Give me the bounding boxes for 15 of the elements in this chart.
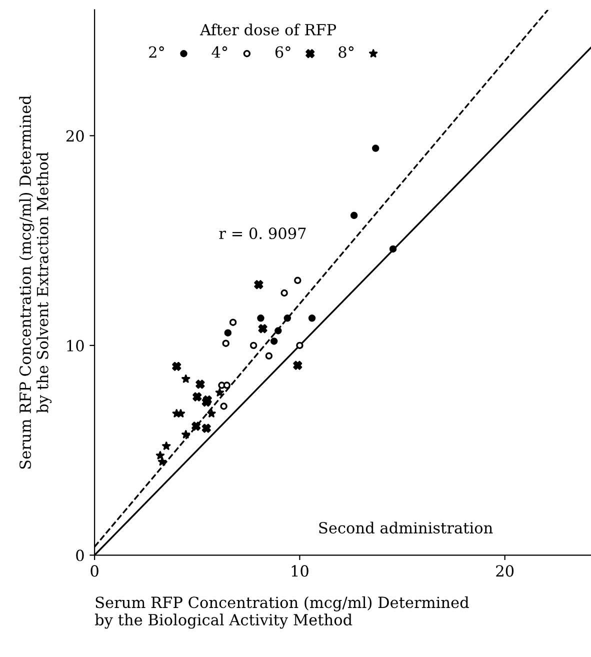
y-tick-label: 20 xyxy=(66,130,84,142)
annotation: Second administration xyxy=(319,522,493,534)
x-axis-title: Serum RFP Concentration (mcg/ml) Determined by the Biological Activity Method xyxy=(95,596,469,629)
x-tick-label: 10 xyxy=(292,565,308,577)
x-tick-label: 20 xyxy=(496,565,514,577)
legend-title: After dose of RFP xyxy=(200,24,336,36)
y-tick-label: 10 xyxy=(67,340,84,352)
legend-label: 2° xyxy=(149,46,164,58)
legend-label: 8° xyxy=(338,46,354,58)
annotation: r = 0. 9097 xyxy=(219,228,306,240)
y-axis-title: Serum RFP Concentration (mcg/ml) Determined by the Solvent Extraction Method xyxy=(19,96,52,469)
x-tick-label: 0 xyxy=(90,565,98,577)
y-tick-label: 0 xyxy=(76,550,84,562)
legend-label: 4° xyxy=(212,46,228,58)
legend-label: 6° xyxy=(275,46,290,58)
